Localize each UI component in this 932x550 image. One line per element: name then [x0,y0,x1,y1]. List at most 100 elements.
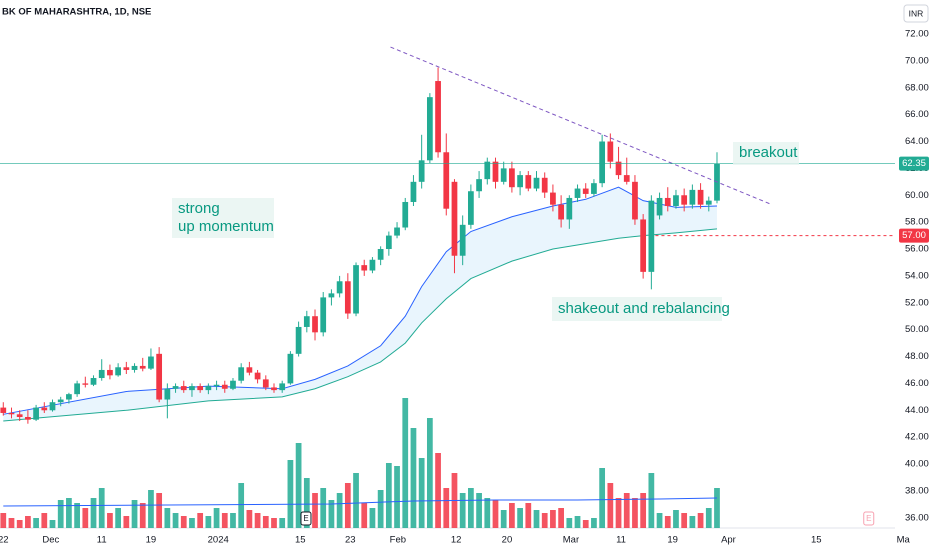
ema-slow-line [3,228,718,422]
y-tick-label: 54.00 [905,270,929,281]
volume-bar [139,503,146,528]
volume-bar [402,398,409,528]
currency-label[interactable]: INR [909,8,924,18]
y-tick-label: 58.00 [905,217,929,228]
x-tick-label: 15 [295,535,306,546]
candle-body [476,179,482,192]
y-tick-label: 46.00 [905,378,929,389]
volume-bar [468,488,474,528]
candle-body [57,399,64,403]
candle-body [361,265,368,271]
volume-bar [131,500,138,528]
candle-body [123,367,130,370]
candle-body [262,379,269,388]
candle-body [459,224,466,256]
volume-ma-line [3,497,717,507]
candle-body [582,188,589,194]
volume-bar [623,493,630,528]
candle-body [607,141,614,162]
candle-body [664,197,671,207]
candle-body [320,297,327,333]
candle-body [500,168,507,182]
volume-bar [123,516,130,528]
candle-body [271,387,277,391]
currency-button[interactable] [903,4,929,23]
candle-body [197,386,204,391]
volume-bar [90,498,97,528]
volume-bar [320,488,327,528]
candle-body [164,388,171,400]
volume-bar [443,488,450,528]
candle-body [689,189,696,205]
volume-bar [107,513,113,528]
candle-body [673,195,679,207]
volume-bar [0,513,7,528]
volume-bar [336,493,343,528]
ema-fast-line [3,186,718,415]
candle-body [623,175,630,182]
volume-bar [394,466,400,528]
volume-bar [484,498,491,528]
candle-body [517,175,523,188]
y-tick-label: 44.00 [905,405,929,416]
volume-bar [287,460,294,528]
candle-body [656,197,663,216]
volume-bar [344,483,351,528]
candle-body [468,191,474,225]
volume-bar [500,510,507,528]
candle-body [90,378,97,385]
volume-bar [418,458,425,528]
candle-body [115,367,122,376]
volume-bar [525,503,532,528]
volume-bar [476,493,482,528]
volume-bar [541,513,548,528]
candle-body [591,183,597,194]
candle-body [238,367,245,381]
volume-bar [426,418,433,528]
candle-body [369,259,376,271]
candle-body [648,200,655,272]
candle-body [418,160,425,182]
volume-bar [582,520,589,528]
candle-body [525,175,532,189]
annotation: strong [178,200,220,217]
volume-bar [459,493,466,528]
candle-body [377,249,384,260]
volume-bar [705,508,712,528]
candle-body [25,416,31,420]
volume-bar [607,483,614,528]
volume-bar [8,518,15,528]
candle-body [312,316,318,333]
volume-bar [57,500,64,528]
candle-body [230,380,236,389]
volume-bar [295,443,302,528]
volume-bar [328,500,335,528]
level-label-box [899,228,929,243]
volume-bar [714,488,720,528]
volume-bar [164,508,171,528]
volume-bar [492,500,499,528]
x-tick-label: Feb [390,535,406,546]
candle-body [221,384,228,389]
volume-bar [689,516,696,528]
volume-bar [303,478,310,528]
y-tick-label: 70.00 [905,55,929,66]
candle-body [148,356,154,369]
volume-bar [435,453,441,528]
candle-body [303,316,310,327]
ema-band [3,187,717,422]
candle-body [410,181,417,202]
candle-body [189,386,195,391]
candle-body [574,188,581,198]
candle-body [66,394,72,400]
event-marker [300,511,312,526]
volume-bar [238,483,245,528]
volume-bar [205,516,212,528]
volume-bar [656,513,663,528]
candle-body [492,161,499,182]
candle-body [287,353,294,384]
x-tick-label: 19 [667,535,678,546]
volume-bar [558,508,564,528]
volume-bar [361,503,368,528]
x-tick-label: 11 [97,535,107,546]
